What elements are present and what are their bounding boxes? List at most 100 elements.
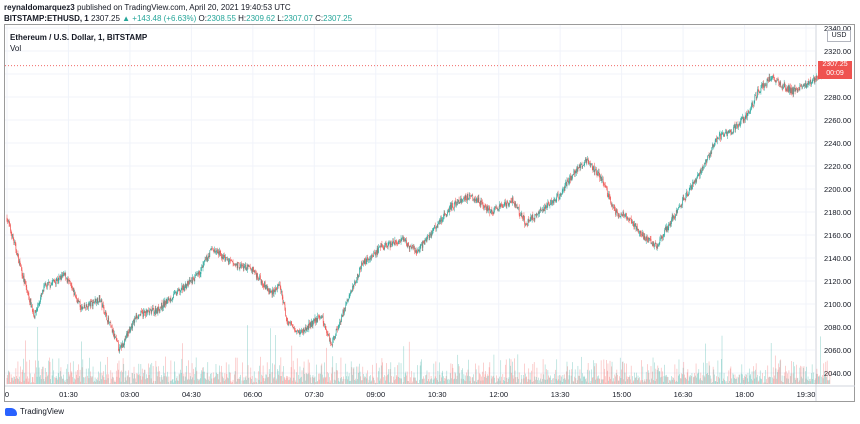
volume-bar: [655, 368, 657, 384]
candle-body: [87, 306, 88, 309]
volume-bar: [819, 375, 820, 384]
candle-body: [553, 200, 554, 203]
candle-body: [811, 81, 813, 83]
volume-bar: [66, 368, 67, 384]
candle-body: [414, 247, 415, 252]
volume-bar: [331, 373, 332, 384]
volume-bar: [92, 376, 93, 384]
candle-body: [178, 289, 180, 291]
volume-bar: [700, 372, 702, 384]
candle-body: [59, 276, 60, 277]
volume-bar: [339, 378, 341, 384]
candle-body: [364, 258, 366, 264]
tradingview-logo[interactable]: TradingView: [5, 407, 64, 416]
candle-body: [554, 199, 555, 201]
volume-bar: [484, 374, 486, 384]
volume-bar: [799, 367, 801, 384]
volume-bar: [372, 364, 373, 384]
volume-bar: [558, 379, 560, 384]
candle-body: [795, 88, 797, 92]
candle-body: [725, 132, 727, 133]
volume-bar: [17, 361, 19, 384]
volume-bar: [305, 372, 307, 384]
volume-bar: [327, 381, 329, 384]
candle-body: [725, 132, 726, 134]
candle-body: [591, 163, 592, 165]
volume-bar: [742, 378, 744, 384]
candle-body: [545, 205, 547, 207]
volume-bar: [667, 376, 668, 384]
volume-bar: [155, 360, 157, 384]
candle-body: [357, 273, 359, 278]
candle-body: [164, 300, 166, 307]
last-price-tag: 2307.25 00:09: [818, 61, 852, 79]
candle-body: [76, 297, 77, 299]
candle-body: [661, 236, 663, 239]
volume-bar: [36, 367, 37, 384]
candle-body: [607, 195, 609, 198]
candle-body: [120, 344, 122, 348]
volume-bar: [131, 372, 133, 384]
volume-bar: [432, 379, 434, 384]
volume-bar: [445, 378, 446, 384]
volume-bar: [787, 373, 788, 384]
candle-body: [630, 218, 632, 222]
volume-bar: [602, 379, 604, 384]
volume-bar: [826, 376, 827, 384]
candle-body: [639, 233, 640, 234]
candle-body: [37, 304, 39, 309]
volume-bar: [314, 377, 315, 384]
volume-bar: [446, 370, 448, 384]
volume-bar: [699, 379, 700, 384]
candle-body: [535, 214, 537, 215]
y-tick-label: 2200.00: [824, 185, 851, 194]
candle-body: [28, 293, 30, 300]
candle-body: [541, 209, 543, 211]
volume-bar: [606, 359, 607, 384]
volume-bar: [521, 378, 523, 384]
volume-bar: [128, 370, 129, 384]
candle-body: [384, 245, 385, 250]
candle-body: [600, 175, 602, 181]
candle-body: [359, 268, 360, 276]
candle-body: [45, 283, 47, 286]
volume-bar: [419, 365, 421, 384]
volume-bar: [259, 365, 260, 384]
candle-body: [774, 79, 775, 81]
candle-body: [191, 280, 192, 281]
volume-bar: [455, 373, 456, 384]
volume-bar: [10, 374, 12, 384]
y-tick-label: 2340.00: [824, 24, 851, 33]
candle-body: [258, 278, 260, 280]
candle-body: [167, 298, 169, 300]
volume-bar: [751, 378, 752, 384]
volume-bar: [346, 371, 348, 384]
volume-bar: [647, 364, 648, 384]
candle-body: [713, 146, 715, 147]
candle-body: [204, 261, 205, 263]
volume-bar: [138, 363, 140, 384]
candle-body: [271, 290, 273, 295]
candle-body: [214, 249, 216, 252]
volume-bar: [280, 357, 282, 384]
volume-bar: [215, 364, 217, 384]
candle-body: [73, 288, 75, 296]
volume-bar: [727, 383, 729, 384]
candle-body: [96, 302, 97, 304]
volume-bar: [682, 367, 684, 384]
candle-body: [561, 190, 563, 195]
currency-label[interactable]: USD: [827, 30, 851, 42]
candle-body: [572, 174, 574, 176]
volume-bar: [508, 377, 510, 384]
volume-bar: [83, 377, 84, 384]
volume-bar: [188, 360, 189, 384]
volume-bar: [637, 380, 638, 384]
candle-body: [163, 301, 165, 307]
candle-body: [115, 337, 117, 339]
candle-body: [549, 204, 551, 206]
volume-bar: [359, 371, 361, 384]
candle-body: [557, 193, 558, 196]
candle-body: [676, 210, 678, 213]
candle-body: [703, 163, 705, 168]
